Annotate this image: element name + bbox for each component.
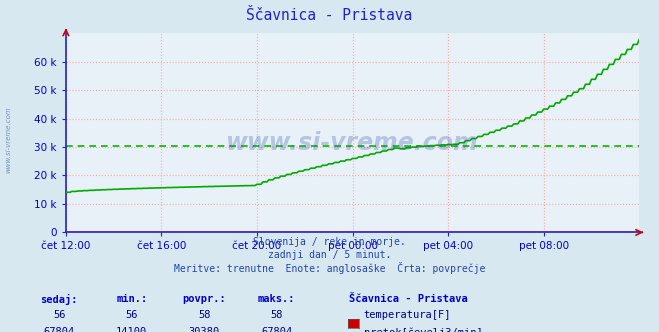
Text: Slovenija / reke in morje.: Slovenija / reke in morje. (253, 237, 406, 247)
Text: 58: 58 (198, 310, 210, 320)
Text: povpr.:: povpr.: (183, 294, 226, 304)
Text: zadnji dan / 5 minut.: zadnji dan / 5 minut. (268, 250, 391, 260)
Text: 30380: 30380 (188, 327, 220, 332)
Text: 67804: 67804 (43, 327, 75, 332)
Text: 58: 58 (271, 310, 283, 320)
Text: 14100: 14100 (116, 327, 148, 332)
Text: 56: 56 (53, 310, 65, 320)
Text: Ščavnica - Pristava: Ščavnica - Pristava (349, 294, 468, 304)
Text: temperatura[F]: temperatura[F] (364, 310, 451, 320)
Text: Ščavnica - Pristava: Ščavnica - Pristava (246, 8, 413, 23)
Text: www.si-vreme.com: www.si-vreme.com (226, 131, 479, 155)
Text: www.si-vreme.com: www.si-vreme.com (5, 106, 12, 173)
Text: maks.:: maks.: (258, 294, 295, 304)
Text: Meritve: trenutne  Enote: anglosaške  Črta: povprečje: Meritve: trenutne Enote: anglosaške Črta… (174, 262, 485, 274)
Text: sedaj:: sedaj: (41, 294, 78, 305)
Text: pretok[čevelj3/min]: pretok[čevelj3/min] (364, 327, 482, 332)
Text: 56: 56 (126, 310, 138, 320)
Text: 67804: 67804 (261, 327, 293, 332)
Text: min.:: min.: (116, 294, 148, 304)
